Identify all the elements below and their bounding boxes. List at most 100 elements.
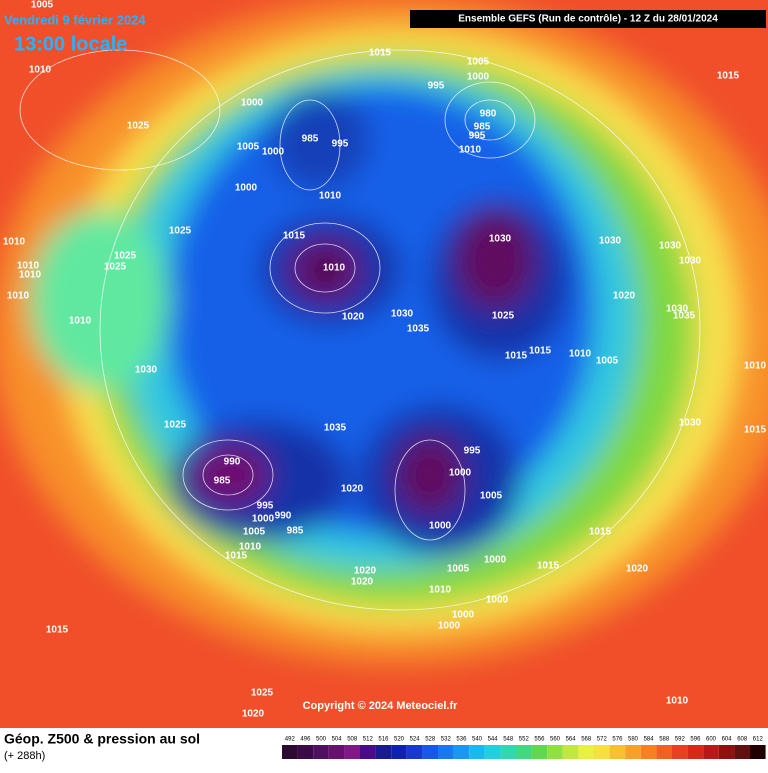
legend-swatch	[672, 745, 688, 759]
isobar-label: 1025	[114, 251, 137, 262]
isobar-label: 995	[428, 81, 445, 92]
legend-level: 532	[441, 737, 452, 743]
legend-level: 588	[659, 737, 670, 743]
isobar-label: 1010	[3, 237, 26, 248]
legend-level: 516	[378, 737, 389, 743]
legend-level: 564	[566, 737, 577, 743]
isobar-label: 1010	[239, 542, 262, 553]
isobar-label: 1010	[323, 263, 346, 274]
isobar-label: 1015	[744, 425, 767, 436]
isobar-label: 1030	[599, 236, 622, 247]
isobar-label: 1020	[341, 484, 364, 495]
local-time: 13:00 locale	[14, 33, 127, 55]
legend-swatch	[297, 745, 314, 759]
isobar-label: 1010	[17, 261, 40, 272]
isobar-label: 985	[302, 134, 319, 145]
legend-swatch	[453, 745, 470, 759]
isobar-label: 1010	[7, 291, 30, 302]
legend-swatch	[656, 745, 672, 759]
isobar-label: 1035	[673, 311, 696, 322]
isobar-label: 1020	[613, 291, 636, 302]
isobar-label: 1030	[666, 304, 689, 315]
legend-level: 536	[456, 737, 467, 743]
isobar-label: 985	[214, 476, 231, 487]
isobar-label: 1015	[283, 231, 306, 242]
isobar-label: 1015	[225, 551, 248, 562]
isobar-label: 1005	[31, 0, 54, 11]
legend-swatch	[282, 745, 298, 759]
isobar-label: 1025	[164, 420, 187, 431]
isobar-label: 1030	[679, 256, 702, 267]
isobar-label: 1000	[252, 514, 275, 525]
forecast-lead: (+ 288h)	[4, 750, 45, 762]
isobar-label: 1005	[237, 142, 260, 153]
isobar-label: 1015	[589, 527, 612, 538]
isobar-label: 1035	[407, 324, 430, 335]
date: Vendredi 9 février 2024	[4, 12, 146, 27]
color-legend: 492 496 500 504 508 512 516 520 524 528 532 536 540 5…	[282, 737, 766, 759]
run-info: Ensemble GEFS (Run de contrôle) - 12 Z d…	[458, 14, 718, 25]
legend-level: 560	[550, 737, 561, 743]
isobar-label: 1010	[19, 270, 42, 281]
legend-level: 520	[394, 737, 405, 743]
isobar-label: 1000	[438, 621, 461, 632]
isobar-label: 1010	[569, 349, 592, 360]
legend-swatch	[406, 745, 423, 759]
isobar-label: 1025	[127, 121, 150, 132]
legend-swatch	[422, 745, 438, 759]
legend-level: 600	[706, 737, 717, 743]
isobar-label: 1015	[717, 71, 740, 82]
isobar-label: 1030	[391, 309, 414, 320]
isobar-label: 1005	[596, 356, 619, 367]
isobar-label: 1025	[251, 688, 274, 699]
legend-swatch	[578, 745, 594, 759]
copyright: Copyright © 2024 Meteociel.fr	[303, 700, 459, 712]
isobar-label: 980	[480, 109, 497, 120]
legend-swatch	[562, 745, 579, 759]
legend-swatch	[375, 745, 392, 759]
isobar-label: 990	[275, 511, 292, 522]
isobar-label: 1000	[452, 610, 475, 621]
legend-swatch	[531, 745, 548, 759]
isobar-label: 1010	[666, 696, 689, 707]
isobar-label: 1000	[486, 595, 509, 606]
legend-level: 512	[363, 737, 374, 743]
footer-title: Géop. Z500 & pression au sol	[4, 731, 200, 747]
run-banner	[410, 10, 766, 28]
legend-swatch	[391, 745, 407, 759]
legend-swatch	[734, 745, 750, 759]
isobar-label: 1025	[492, 311, 515, 322]
isobar-label: 985	[474, 122, 491, 133]
isobar-label: 1015	[537, 561, 560, 572]
legend-level: 608	[737, 737, 748, 743]
isobar-label: 1020	[354, 566, 377, 577]
legend-swatch	[313, 745, 329, 759]
isobar-label: 995	[332, 139, 349, 150]
isobar-label: 990	[224, 457, 241, 468]
isobar-label: 1015	[369, 48, 392, 59]
isobar-label: 1030	[135, 365, 158, 376]
legend-swatch	[328, 745, 345, 759]
isobar-label: 1015	[529, 346, 552, 357]
isobar-label: 995	[464, 446, 481, 457]
isobar-label: 1010	[429, 585, 452, 596]
legend-swatch	[718, 745, 735, 759]
legend-swatch	[547, 745, 563, 759]
isobar-label: 995	[257, 501, 274, 512]
legend-level: 604	[722, 737, 733, 743]
legend-level: 548	[503, 737, 514, 743]
legend-swatch	[360, 745, 376, 759]
isobar-label: 1000	[241, 98, 264, 109]
isobar-label: 1030	[679, 418, 702, 429]
isobar-label: 1000	[235, 183, 258, 194]
isobar-label: 1015	[505, 351, 528, 362]
isobar-label: 1010	[319, 191, 342, 202]
legend-level: 612	[753, 737, 764, 743]
isobar-label: 1025	[104, 262, 127, 273]
legend-level: 584	[644, 737, 655, 743]
legend-level: 492	[285, 737, 296, 743]
isobar-labels: 1005 1010 1025 1015 1005 1000 995 1015 1000 985 99…	[3, 0, 767, 720]
legend-level: 596	[690, 737, 701, 743]
legend-level: 504	[332, 737, 343, 743]
